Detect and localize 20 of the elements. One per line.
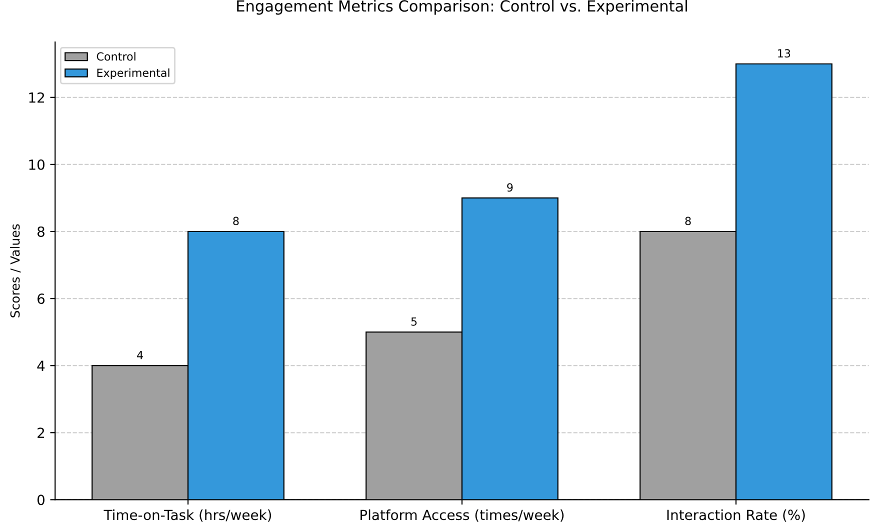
- legend-label: Experimental: [97, 68, 170, 80]
- data-label: 13: [778, 49, 790, 58]
- x-tick-label: Time-on-Task (hrs/week): [104, 509, 272, 522]
- y-tick-label: 0: [37, 494, 44, 506]
- y-axis-title: Scores / Values: [10, 224, 21, 318]
- y-tick-label: 10: [29, 159, 44, 170]
- y-tick-label: 12: [29, 92, 44, 103]
- y-tick-label: 2: [38, 428, 44, 438]
- y-tick-label: 4: [37, 360, 45, 371]
- y-tick-label: 6: [38, 294, 45, 304]
- legend-label: Control: [96, 52, 136, 61]
- y-tick-label: 8: [38, 226, 44, 237]
- data-label: 4: [137, 351, 143, 360]
- data-label: 8: [685, 216, 691, 226]
- x-tick-label: Platform Access (times/week): [360, 509, 564, 522]
- data-label: 9: [507, 183, 513, 192]
- x-tick-label: Interaction Rate (%): [667, 509, 805, 522]
- data-label: 8: [233, 216, 239, 226]
- data-label: 5: [411, 317, 417, 326]
- chart-title: Engagement Metrics Comparison: Control vs. Experimental: [237, 0, 687, 15]
